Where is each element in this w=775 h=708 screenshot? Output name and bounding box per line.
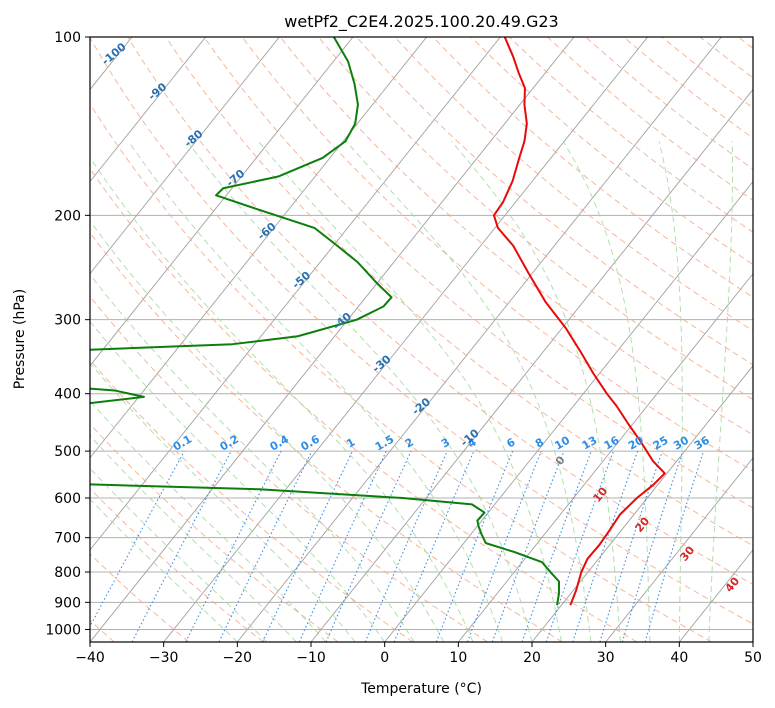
moist-adiabat-line (658, 141, 683, 642)
isotherm-line (90, 37, 354, 367)
moist-adiabat-line (90, 273, 415, 642)
mixing-ratio-line (644, 450, 705, 642)
dry-adiabat-line (90, 102, 712, 642)
dry-adiabat-line (127, 37, 753, 585)
y-tick-label: 300 (54, 313, 81, 329)
mixing-ratio-line (185, 450, 282, 642)
dry-adiabat-line (90, 231, 563, 642)
isotherm-line (163, 37, 649, 642)
dry-adiabat-line (90, 553, 190, 642)
dewpoint-profile-line (90, 37, 561, 606)
data-series (90, 37, 666, 606)
mixing-ratio-line (491, 450, 565, 642)
moist-adiabat-line (90, 219, 445, 642)
mixing-ratio-line (521, 450, 592, 642)
dry-adiabat-line (165, 37, 753, 547)
moist-adiabat-line (90, 320, 386, 642)
y-tick-label: 700 (54, 531, 81, 547)
dry-adiabat-line (90, 167, 638, 642)
x-tick-label: −30 (149, 650, 179, 666)
dry-adiabat-line (90, 37, 753, 625)
x-tick-label: 30 (597, 650, 615, 666)
mixing-ratio-line (364, 450, 448, 642)
isotherm-line (605, 457, 753, 642)
isotherm-line (90, 37, 575, 642)
isotherm-line (236, 37, 722, 642)
isotherm-line (90, 37, 207, 183)
moist-adiabat-line (708, 141, 734, 642)
moist-adiabat-line (90, 435, 297, 642)
dry-adiabat-line (318, 37, 753, 401)
x-tick-label: −40 (75, 650, 105, 666)
moist-adiabat-line (258, 141, 562, 642)
moist-adiabat-line (562, 141, 651, 642)
isotherm-line (384, 180, 753, 642)
moist-adiabat-line (90, 400, 327, 642)
moist-adiabat-line (128, 141, 504, 642)
mixing-ratio-line (466, 450, 542, 642)
x-tick-label: −20 (223, 650, 253, 666)
y-tick-label: 500 (54, 444, 81, 460)
isotherm-line (531, 365, 753, 642)
temperature-profile-line (492, 37, 666, 606)
mixing-ratio-line (545, 450, 614, 642)
mixing-ratio-line (599, 450, 663, 642)
x-tick-label: 20 (523, 650, 541, 666)
mixing-ratio-line (90, 450, 185, 628)
y-tick-label: 900 (54, 595, 81, 611)
mixing-ratio-line (435, 450, 514, 642)
y-tick-label: 200 (54, 208, 81, 224)
y-tick-label: 600 (54, 491, 81, 507)
mixing-ratio-line (325, 450, 412, 642)
x-tick-label: 50 (744, 650, 762, 666)
dry-adiabat-line (203, 37, 753, 509)
isotherm-line (90, 37, 501, 551)
dry-adiabat-line (90, 295, 488, 642)
dry-adiabat-line (356, 37, 753, 366)
x-tick-label: 0 (380, 650, 389, 666)
x-tick-label: 40 (670, 650, 688, 666)
background-lines (90, 37, 753, 642)
moist-adiabat-line (90, 362, 356, 642)
chart-title: wetPf2_C2E4.2025.100.20.49.G23 (284, 12, 558, 32)
mixing-ratio-line (572, 450, 639, 642)
mixing-ratio-line (393, 450, 475, 642)
moist-adiabat-line (450, 140, 621, 642)
moist-adiabat-line (186, 141, 533, 642)
mixing-ratio-line (621, 450, 684, 642)
x-tick-label: −10 (296, 650, 326, 666)
moist-adiabat-line (345, 140, 592, 642)
isotherm-line (90, 37, 428, 459)
y-axis-label: Pressure (hPa) (12, 289, 28, 389)
plot-frame (89, 36, 754, 643)
y-tick-label: 100 (54, 30, 81, 46)
isotherm-line (457, 272, 753, 642)
x-axis-label: Temperature (°C) (360, 681, 482, 697)
y-tick-label: 800 (54, 565, 81, 581)
axes: −40 −30 −20 −10 0 10 20 30 40 50 100 200 300 400 500 60… (45, 30, 762, 666)
x-tick-label: 10 (449, 650, 467, 666)
y-tick-label: 1000 (45, 622, 81, 638)
moist-adiabat-line (90, 156, 474, 642)
y-tick-label: 400 (54, 387, 81, 403)
isotherm-line (90, 37, 280, 275)
